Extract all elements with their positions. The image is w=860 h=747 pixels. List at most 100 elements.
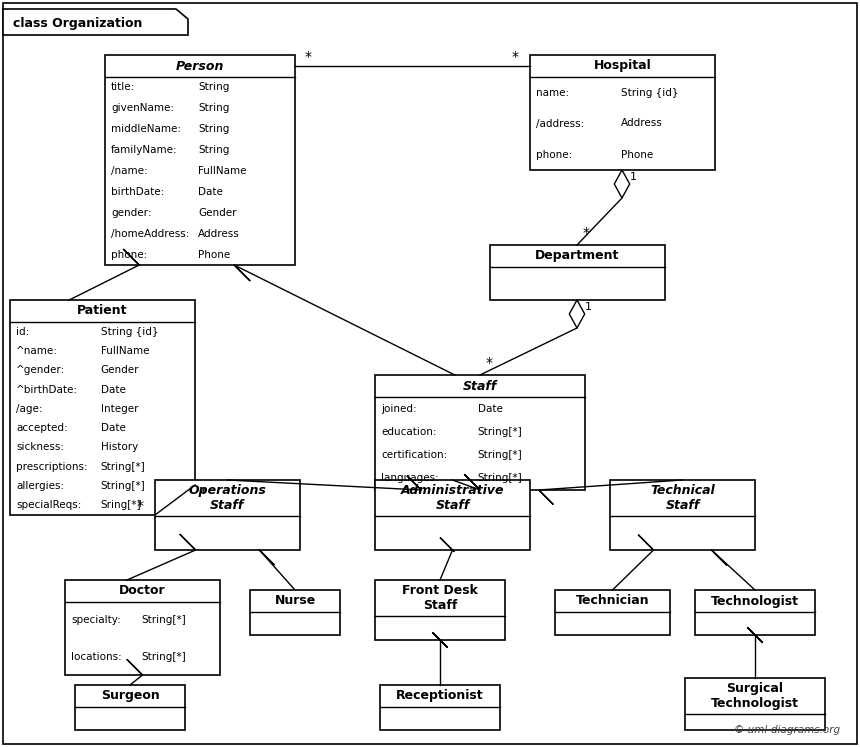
Text: *: *: [137, 499, 144, 513]
Text: String: String: [198, 145, 230, 155]
Text: Operations
Staff: Operations Staff: [188, 484, 267, 512]
Text: sickness:: sickness:: [16, 442, 64, 453]
Text: FullName: FullName: [198, 166, 247, 176]
Text: Gender: Gender: [198, 208, 237, 218]
Text: String[*]: String[*]: [478, 474, 523, 483]
Polygon shape: [440, 538, 454, 552]
Text: Technical
Staff: Technical Staff: [650, 484, 715, 512]
Text: Address: Address: [621, 119, 662, 128]
Text: ^name:: ^name:: [16, 346, 58, 356]
Polygon shape: [3, 9, 188, 35]
Text: birthDate:: birthDate:: [111, 187, 164, 197]
Bar: [105, 55, 295, 265]
Text: String {id}: String {id}: [101, 326, 158, 337]
Text: familyName:: familyName:: [111, 145, 178, 155]
Bar: [530, 55, 715, 170]
Polygon shape: [464, 474, 480, 490]
Text: String[*]: String[*]: [478, 450, 523, 460]
Text: *: *: [583, 226, 590, 240]
Bar: [65, 580, 220, 675]
Polygon shape: [126, 660, 143, 675]
Text: Phone: Phone: [198, 249, 230, 259]
Text: specialReqs:: specialReqs:: [16, 500, 82, 510]
Text: Hospital: Hospital: [593, 60, 651, 72]
Text: Staff: Staff: [463, 379, 497, 392]
Text: *: *: [512, 50, 519, 64]
Text: education:: education:: [381, 427, 437, 437]
Text: title:: title:: [111, 82, 135, 93]
Polygon shape: [539, 490, 553, 504]
Polygon shape: [123, 249, 139, 265]
Text: © uml-diagrams.org: © uml-diagrams.org: [734, 725, 840, 735]
Text: /address:: /address:: [536, 119, 584, 128]
Bar: [555, 590, 670, 635]
Bar: [155, 480, 300, 550]
Polygon shape: [747, 627, 763, 642]
Text: /age:: /age:: [16, 404, 42, 414]
Text: phone:: phone:: [536, 149, 572, 160]
Polygon shape: [614, 170, 630, 198]
Text: Nurse: Nurse: [274, 595, 316, 607]
Text: Date: Date: [478, 403, 503, 414]
Text: String[*]: String[*]: [101, 481, 145, 491]
Text: id:: id:: [16, 326, 29, 337]
Text: *: *: [305, 50, 312, 64]
Text: String {id}: String {id}: [621, 87, 679, 98]
Bar: [685, 678, 825, 730]
Text: String[*]: String[*]: [141, 651, 186, 662]
Text: Address: Address: [198, 229, 240, 239]
Text: Date: Date: [101, 385, 126, 394]
Bar: [695, 590, 815, 635]
Polygon shape: [638, 535, 654, 550]
Text: Surgical
Technologist: Surgical Technologist: [711, 682, 799, 710]
Text: Front Desk
Staff: Front Desk Staff: [402, 584, 478, 612]
Text: 1: 1: [585, 302, 592, 312]
Text: String: String: [198, 103, 230, 114]
Text: 1: 1: [630, 172, 637, 182]
Text: Integer: Integer: [101, 404, 138, 414]
Text: specialty:: specialty:: [71, 616, 120, 625]
Text: /homeAddress:: /homeAddress:: [111, 229, 189, 239]
Text: String[*]: String[*]: [101, 462, 145, 472]
Text: middleName:: middleName:: [111, 124, 181, 134]
Text: /name:: /name:: [111, 166, 148, 176]
Text: languages:: languages:: [381, 474, 439, 483]
Polygon shape: [433, 632, 448, 648]
Bar: [250, 590, 340, 635]
Text: allergies:: allergies:: [16, 481, 64, 491]
Text: Administrative
Staff: Administrative Staff: [401, 484, 504, 512]
Text: FullName: FullName: [101, 346, 150, 356]
Polygon shape: [260, 550, 274, 565]
Text: History: History: [101, 442, 138, 453]
Text: Technician: Technician: [575, 595, 649, 607]
Text: Gender: Gender: [101, 365, 139, 375]
Text: Doctor: Doctor: [120, 584, 166, 598]
Text: Sring[*]: Sring[*]: [101, 500, 141, 510]
Text: prescriptions:: prescriptions:: [16, 462, 88, 472]
Text: Person: Person: [175, 60, 224, 72]
Text: phone:: phone:: [111, 249, 147, 259]
Text: Date: Date: [198, 187, 223, 197]
Text: String: String: [198, 82, 230, 93]
Text: ^gender:: ^gender:: [16, 365, 65, 375]
Bar: [490, 245, 665, 300]
Text: Department: Department: [535, 249, 620, 262]
Text: ^birthDate:: ^birthDate:: [16, 385, 78, 394]
Text: Phone: Phone: [621, 149, 653, 160]
Text: joined:: joined:: [381, 403, 416, 414]
Bar: [375, 480, 530, 550]
Text: class Organization: class Organization: [13, 16, 143, 29]
Bar: [75, 685, 185, 730]
Text: String[*]: String[*]: [141, 616, 186, 625]
Text: givenName:: givenName:: [111, 103, 174, 114]
Text: String[*]: String[*]: [478, 427, 523, 437]
Polygon shape: [569, 300, 585, 328]
Text: name:: name:: [536, 87, 569, 98]
Text: Receptionist: Receptionist: [396, 689, 484, 702]
Text: String: String: [198, 124, 230, 134]
Polygon shape: [234, 265, 250, 281]
Text: gender:: gender:: [111, 208, 151, 218]
Text: *: *: [486, 356, 493, 370]
Text: certification:: certification:: [381, 450, 447, 460]
Bar: [375, 375, 585, 490]
